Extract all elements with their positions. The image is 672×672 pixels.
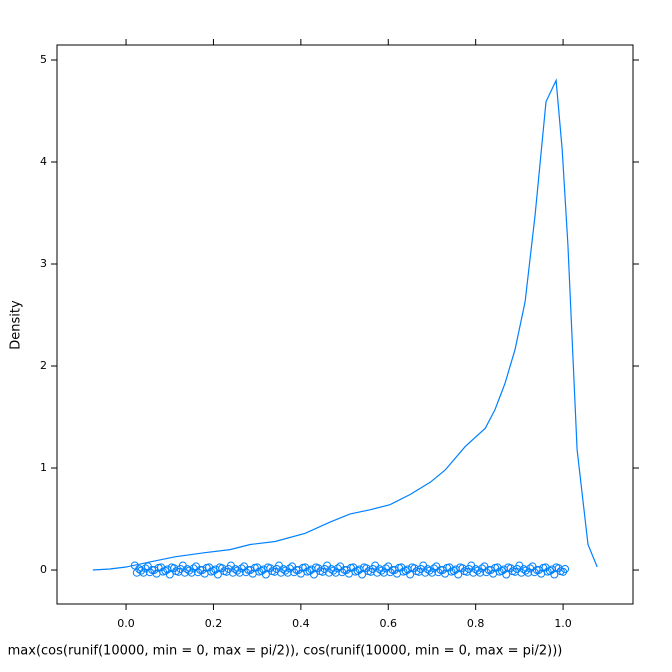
x-tick-label: 0.8: [467, 617, 485, 630]
rug-point: [281, 566, 290, 575]
rug-point: [427, 568, 436, 577]
y-tick-label: 2: [40, 359, 47, 372]
rug-point: [550, 570, 559, 579]
x-tick-label: 0.2: [205, 617, 223, 630]
rug-point: [561, 564, 570, 573]
rug-point: [283, 568, 292, 577]
plot-frame: [56, 44, 634, 605]
rug-point: [233, 566, 242, 575]
rug-point: [454, 570, 463, 579]
rug-point: [502, 570, 511, 579]
rug-point: [213, 570, 222, 579]
rug-point: [379, 568, 388, 577]
y-tick-label: 4: [40, 155, 47, 168]
rug-point: [235, 568, 244, 577]
rug-point: [476, 568, 485, 577]
x-tick-label: 0.0: [117, 617, 135, 630]
x-axis-title: max(cos(runif(10000, min = 0, max = pi/2…: [8, 644, 563, 659]
rug-point: [309, 570, 318, 579]
rug-point: [187, 568, 196, 577]
rug-point: [524, 568, 533, 577]
rug-point: [425, 566, 434, 575]
density-line: [92, 78, 598, 571]
x-tick-label: 0.4: [292, 617, 310, 630]
rug-point: [261, 570, 270, 579]
y-axis-title: Density: [9, 300, 24, 350]
rug-point: [139, 568, 148, 577]
rug-point: [137, 566, 146, 575]
y-tick-label: 0: [40, 563, 47, 576]
rug-point: [185, 566, 194, 575]
rug-point: [358, 570, 367, 579]
rug-point: [377, 566, 386, 575]
rug-point: [331, 568, 340, 577]
rug-point: [473, 566, 482, 575]
y-tick-label: 3: [40, 257, 47, 270]
y-tick-label: 5: [40, 53, 47, 66]
y-tick-label: 1: [40, 461, 47, 474]
x-tick-label: 1.0: [554, 617, 572, 630]
rug-point: [329, 566, 338, 575]
rug-point: [406, 570, 415, 579]
rug-point: [165, 570, 174, 579]
x-tick-label: 0.6: [380, 617, 398, 630]
rug-point: [521, 566, 530, 575]
